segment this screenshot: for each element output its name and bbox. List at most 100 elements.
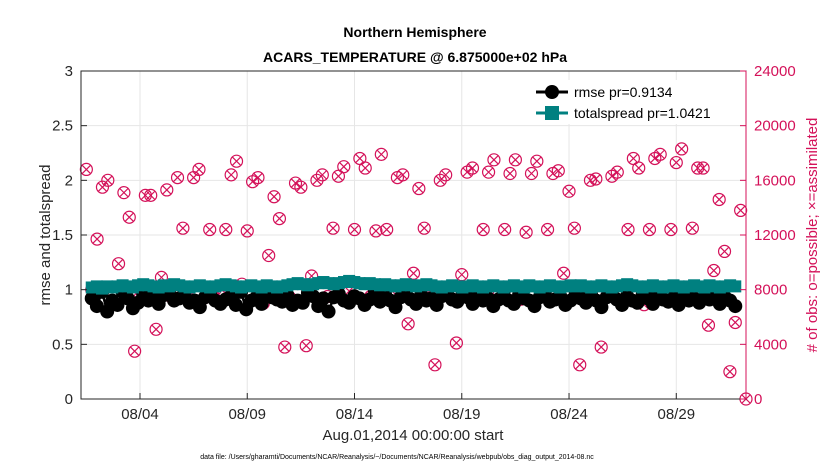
y-left-axis-label: rmse and totalspread (37, 165, 54, 306)
legend-totalspread-label: totalspread pr=1.0421 (574, 105, 711, 121)
obs-count-point (449, 336, 464, 350)
obs-possible-marker (530, 154, 544, 168)
y-left-tick-label: 0 (65, 391, 73, 408)
obs-possible-marker (251, 171, 265, 185)
obs-possible-marker (734, 203, 748, 217)
obs-count-point (315, 168, 329, 182)
obs-count-point (101, 173, 115, 187)
legend: rmse pr=0.9134 totalspread pr=1.0421 (528, 80, 740, 124)
obs-count-point (288, 176, 303, 190)
totalspread-series (85, 274, 742, 295)
obs-count-point (664, 222, 678, 237)
obs-possible-marker (111, 257, 126, 271)
obs-possible-marker (219, 222, 233, 237)
x-tick-label: 08/14 (336, 406, 374, 423)
obs-possible-marker (481, 165, 496, 179)
obs-assimilated-marker (730, 318, 740, 327)
obs-possible-marker (347, 222, 362, 237)
y-right-tick-label: 8000 (754, 282, 787, 299)
obs-assimilated-marker (409, 268, 418, 278)
obs-assimilated-marker (253, 173, 263, 183)
obs-assimilated-marker (119, 188, 129, 198)
obs-assimilated-marker (162, 185, 172, 195)
obs-count-point (240, 224, 254, 238)
obs-possible-marker (557, 266, 571, 280)
obs-assimilated-marker (178, 223, 188, 233)
obs-count-point (712, 192, 726, 207)
legend-rmse-marker (545, 85, 559, 99)
obs-assimilated-marker (645, 225, 654, 234)
obs-assimilated-marker (543, 225, 552, 234)
obs-assimilated-marker (221, 225, 231, 234)
obs-assimilated-marker (269, 192, 279, 202)
obs-possible-marker (498, 222, 512, 237)
obs-assimilated-marker (226, 170, 236, 180)
x-tick-label: 08/09 (228, 406, 266, 423)
obs-possible-marker (653, 147, 667, 161)
obs-assimilated-marker (634, 163, 644, 173)
y-left-tick-label: 3 (65, 63, 73, 80)
obs-assimilated-marker (92, 234, 102, 244)
obs-possible-marker (401, 317, 415, 331)
y-left-axis-ticks: 0 0.5 1 1.5 2 2.5 3 (52, 63, 87, 408)
obs-count-point (406, 266, 421, 280)
obs-assimilated-marker (264, 251, 274, 260)
obs-assimilated-marker (355, 154, 365, 163)
obs-count-point (675, 142, 689, 156)
obs-count-point (439, 168, 453, 182)
obs-assimilated-marker (344, 286, 354, 296)
obs-count-point (540, 222, 555, 237)
obs-assimilated-marker (98, 182, 107, 192)
obs-count-point (707, 263, 721, 278)
obs-assimilated-marker (489, 155, 499, 165)
obs-possible-marker (712, 192, 726, 207)
y-right-tick-label: 16000 (754, 172, 796, 189)
obs-count-point (691, 161, 705, 175)
obs-possible-marker (170, 171, 185, 185)
obs-count-point (573, 358, 587, 372)
obs-assimilated-marker (623, 225, 633, 234)
obs-assimilated-marker (468, 163, 477, 173)
obs-assimilated-marker (194, 164, 204, 174)
obs-assimilated-marker (398, 170, 408, 180)
obs-possible-marker (476, 222, 490, 237)
obs-possible-marker (374, 147, 388, 161)
obs-assimilated-marker (484, 167, 494, 177)
obs-possible-marker (594, 340, 608, 354)
obs-count-point (632, 161, 646, 175)
obs-assimilated-marker (232, 156, 241, 166)
obs-possible-marker (299, 339, 313, 353)
obs-count-point (294, 180, 308, 194)
obs-assimilated-marker (124, 212, 134, 222)
obs-assimilated-marker (559, 268, 569, 278)
obs-assimilated-marker (242, 226, 252, 236)
obs-possible-marker (160, 183, 174, 197)
data-file-footnote: data file: /Users/gharamti/Documents/NCA… (200, 454, 594, 461)
obs-possible-marker (203, 222, 217, 237)
obs-count-point (557, 266, 571, 280)
obs-assimilated-marker (628, 154, 638, 163)
legend-rmse-label: rmse pr=0.9134 (574, 84, 673, 100)
obs-assimilated-marker (532, 156, 542, 166)
obs-assimilated-marker (698, 163, 708, 173)
obs-count-point (460, 165, 474, 179)
obs-count-point (160, 183, 174, 197)
obs-assimilated-marker (575, 360, 585, 370)
obs-possible-marker (406, 266, 421, 280)
y-right-tick-label: 12000 (754, 227, 796, 244)
obs-possible-marker (358, 161, 372, 175)
y-right-tick-label: 24000 (754, 63, 796, 80)
obs-count-point (530, 154, 544, 168)
obs-possible-marker (101, 173, 115, 187)
obs-assimilated-marker (333, 171, 343, 181)
obs-count-point (374, 147, 388, 161)
obs-assimilated-marker (500, 225, 510, 234)
obs-possible-marker (723, 365, 737, 379)
obs-count-point (246, 175, 260, 189)
obs-count-point (326, 221, 340, 235)
y-left-tick-label: 2.5 (52, 118, 73, 135)
x-tick-label: 08/29 (658, 406, 696, 423)
obs-count-point (170, 171, 185, 185)
obs-assimilated-marker (720, 246, 729, 256)
